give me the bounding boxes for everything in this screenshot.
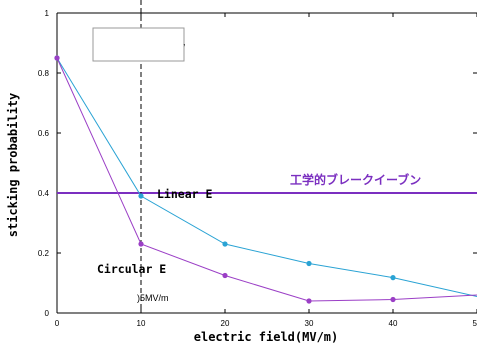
data-point-circular (222, 272, 228, 279)
axes (56, 12, 477, 314)
y-tick-label: 0 (45, 309, 50, 318)
y-tick-label: 1 (45, 9, 50, 18)
x-tick-label: 0 (55, 319, 60, 328)
data-point-linear (222, 241, 228, 247)
x-tick-label: 20 (221, 319, 230, 328)
data-point-circular (390, 296, 396, 303)
series-line-linear (56, 57, 477, 297)
y-tick-label: 0.4 (38, 189, 50, 198)
data-point-linear (138, 193, 144, 199)
series-label-linear: Linear E (157, 187, 212, 201)
x-tick-label: 10 (137, 319, 146, 328)
x-tick-label: 5 (473, 319, 477, 328)
x-tick-label: 40 (389, 319, 398, 328)
data-point-circular (138, 241, 144, 247)
legend-comma: , (183, 37, 186, 47)
data-point-circular (54, 55, 60, 61)
x-axis-title: electric field(MV/m) (194, 330, 339, 343)
data-point-linear (390, 275, 396, 281)
series-label-circular: Circular E (97, 262, 166, 276)
y-tick-label: 0.8 (38, 69, 50, 78)
axis-ticks: 00.20.40.60.810 10 20 30 40 5 (38, 9, 477, 328)
breakeven-label: 工学的ブレークイーブン (290, 172, 421, 187)
y-axis-title: sticking probability (6, 93, 20, 238)
series-line-circular (56, 57, 477, 302)
data-point-linear (306, 260, 312, 267)
legend-box (92, 27, 185, 62)
y-tick-label: 0.2 (38, 249, 50, 258)
series-layer (54, 55, 477, 304)
x-tick-label: 30 (305, 319, 314, 328)
data-point-circular (306, 298, 312, 304)
vertical-marker-label: )5MV/m (137, 293, 169, 303)
y-tick-label: 0.6 (38, 129, 50, 138)
